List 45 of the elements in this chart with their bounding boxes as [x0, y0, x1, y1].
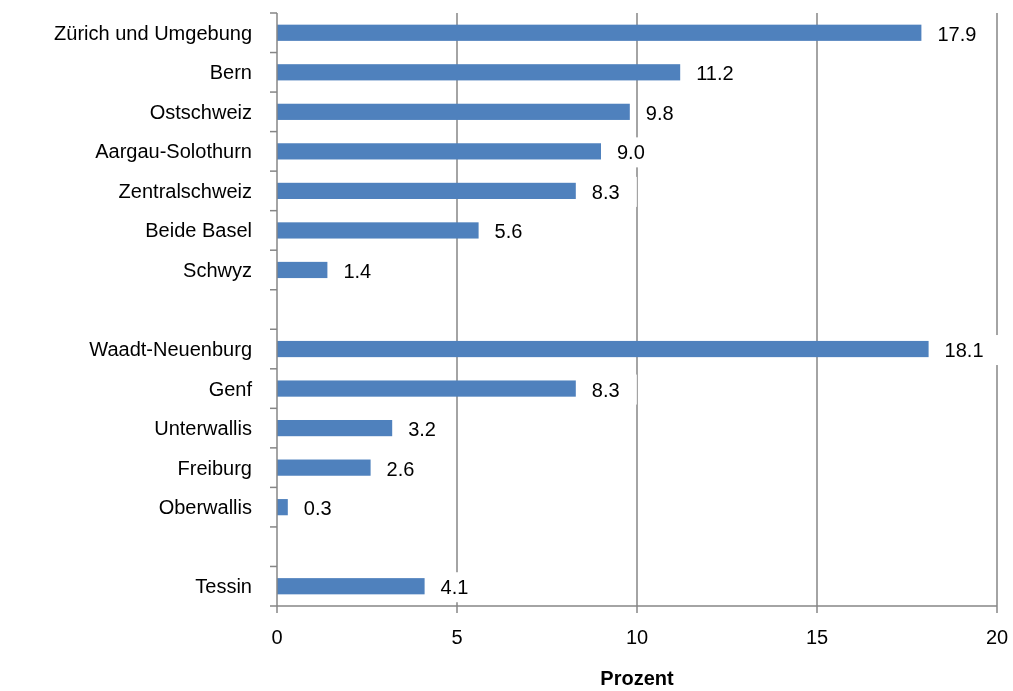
- data-label: 9.0: [617, 141, 645, 164]
- x-tick-label: 5: [451, 626, 463, 648]
- bar: [277, 24, 922, 41]
- y-tick-label: Waadt-Neuenburg: [89, 338, 252, 361]
- bar: [277, 499, 288, 516]
- y-tick-label: Freiburg: [177, 456, 252, 479]
- data-label: 2.6: [386, 457, 415, 480]
- y-tick-label: Zentralschweiz: [118, 179, 252, 202]
- x-tick-label: 10: [625, 626, 649, 648]
- bar: [277, 420, 393, 437]
- y-tick-label: Genf: [208, 377, 253, 400]
- bar: [277, 103, 630, 120]
- x-tick-label: 20: [985, 626, 1009, 648]
- bar: [277, 340, 929, 358]
- bar: [277, 261, 328, 279]
- data-label: 11.2: [696, 62, 734, 85]
- data-label: 17.9: [937, 22, 977, 45]
- data-label: 8.3: [591, 378, 620, 401]
- bar: [277, 222, 479, 239]
- data-label: 9.8: [645, 101, 674, 124]
- data-label: 0.3: [303, 497, 332, 520]
- y-tick-label: Schwyz: [183, 258, 252, 281]
- y-tick-label: Zürich und Umgebung: [54, 21, 252, 44]
- x-tick-label: 0: [271, 626, 283, 648]
- bar: [277, 578, 425, 595]
- data-label: 18.1: [944, 339, 984, 362]
- x-tick-label: 15: [805, 626, 829, 648]
- bar: [277, 143, 601, 160]
- data-label: 8.3: [591, 180, 620, 203]
- bar: [277, 459, 371, 476]
- data-label: 1.4: [343, 259, 372, 282]
- bar: [277, 380, 576, 397]
- data-label: 4.1: [440, 576, 469, 599]
- bar: [277, 64, 681, 81]
- bar: [277, 182, 576, 199]
- y-tick-label: Unterwallis: [154, 417, 252, 440]
- data-label: 3.2: [408, 418, 437, 441]
- y-tick-label: Aargau-Solothurn: [95, 140, 252, 163]
- y-tick-label: Ostschweiz: [149, 100, 252, 123]
- data-label: 5.6: [494, 220, 523, 243]
- y-tick-label: Oberwallis: [158, 496, 252, 519]
- y-tick-label: Beide Basel: [145, 219, 252, 242]
- y-tick-label: Bern: [209, 61, 252, 84]
- x-axis-title: Prozent: [600, 667, 675, 689]
- y-tick-label: Tessin: [195, 575, 252, 598]
